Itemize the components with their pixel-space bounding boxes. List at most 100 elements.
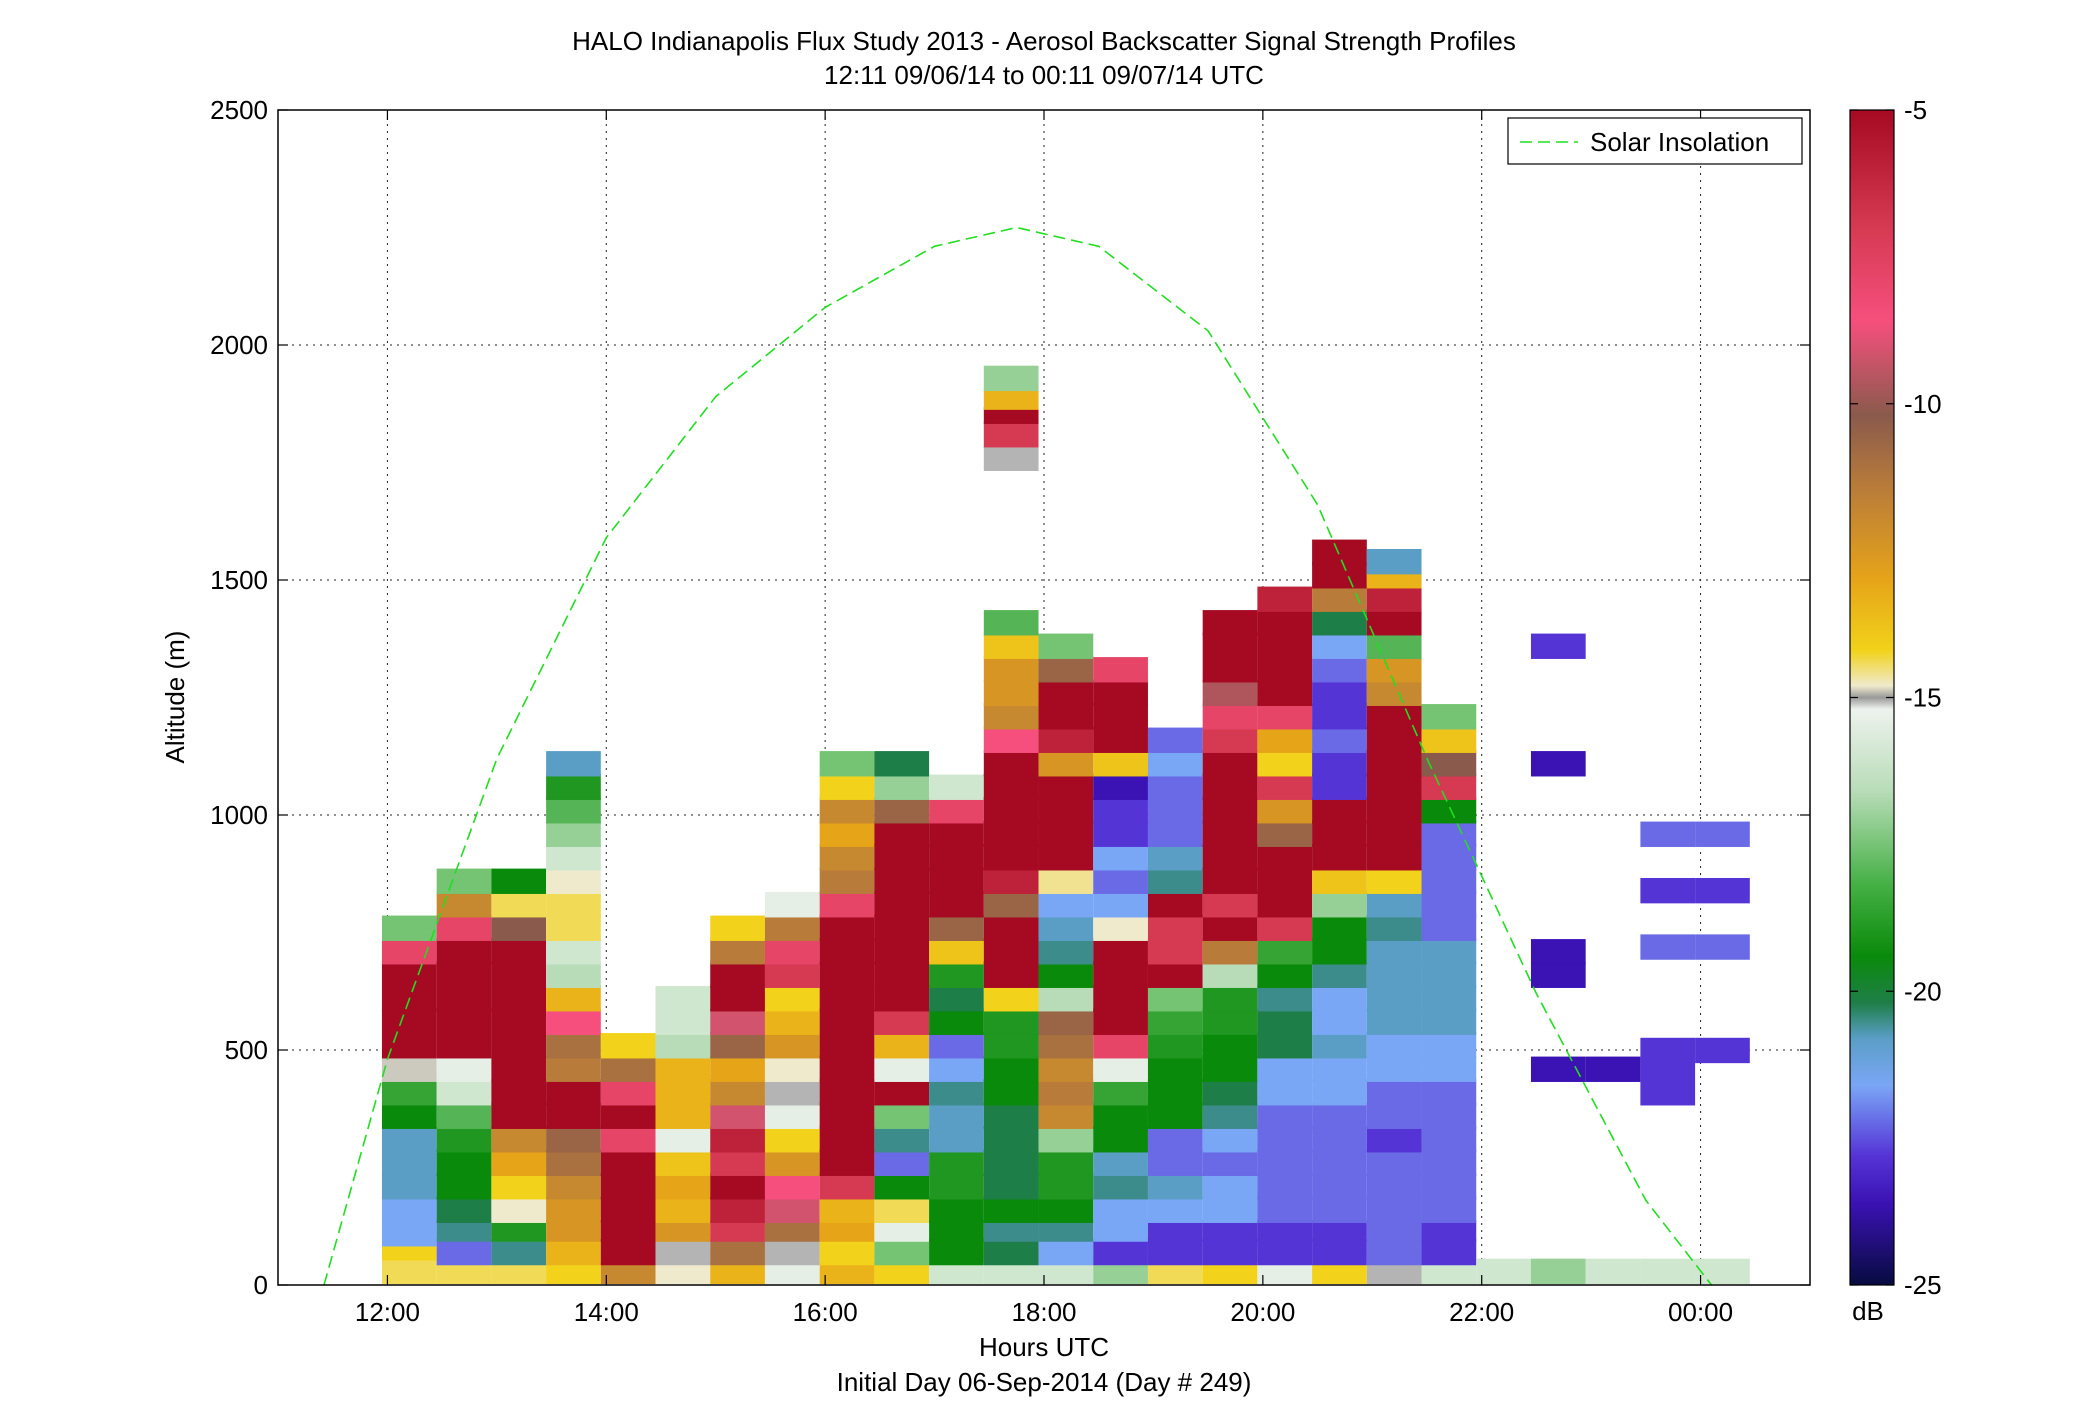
heatmap-cell <box>874 1196 930 1223</box>
heatmap-cell <box>1421 1173 1477 1200</box>
heatmap-cell <box>1366 891 1422 918</box>
heatmap-cell <box>1038 1149 1094 1176</box>
heatmap-cell <box>1147 1196 1203 1223</box>
heatmap-cell <box>1202 1079 1258 1106</box>
heatmap-cell <box>983 388 1039 410</box>
heatmap-cell <box>1366 1055 1422 1082</box>
heatmap-cell <box>983 750 1039 777</box>
heatmap-cell <box>491 1262 547 1285</box>
heatmap-cell <box>1366 1032 1422 1059</box>
heatmap-cell <box>1366 1173 1422 1200</box>
heatmap-cell <box>1147 727 1203 753</box>
heatmap-cell <box>710 1102 765 1129</box>
heatmap-cell <box>1695 934 1750 960</box>
heatmap-cell <box>1202 914 1258 941</box>
heatmap-cell <box>874 1173 930 1200</box>
heatmap-cell <box>1312 844 1367 871</box>
heatmap-cell <box>546 820 601 847</box>
heatmap-cell <box>710 1196 765 1223</box>
heatmap-cell <box>436 1055 492 1082</box>
heatmap-cell <box>1421 914 1477 941</box>
heatmap-cell <box>1530 939 1586 965</box>
heatmap-cell <box>1257 1126 1313 1153</box>
heatmap-cell <box>1312 1149 1367 1176</box>
heatmap-cell <box>491 1196 547 1223</box>
heatmap-cell <box>436 1102 492 1129</box>
heatmap-cell <box>983 867 1039 894</box>
heatmap-cell <box>983 365 1039 392</box>
heatmap-cell <box>1640 1060 1696 1106</box>
heatmap-cell <box>929 867 984 894</box>
heatmap-cell <box>1038 985 1094 1012</box>
heatmap-cell <box>655 1173 711 1200</box>
heatmap-cell <box>1640 1037 1696 1064</box>
heatmap-cell <box>1366 938 1422 965</box>
heatmap-cell <box>1312 820 1367 847</box>
heatmap-cell <box>1312 1220 1367 1242</box>
heatmap-cell <box>983 679 1039 706</box>
heatmap-cell <box>546 1032 601 1059</box>
heatmap-cell <box>1038 773 1094 800</box>
heatmap-cell <box>1093 703 1148 730</box>
heatmap-cell <box>764 1238 820 1266</box>
heatmap-cell <box>764 1220 820 1242</box>
heatmap-cell <box>819 961 875 1012</box>
heatmap-cell <box>1147 797 1203 824</box>
heatmap-cell <box>1695 821 1750 847</box>
heatmap-cell <box>819 1102 875 1129</box>
y-tick-label: 1500 <box>210 565 268 595</box>
heatmap-cell <box>1257 679 1313 706</box>
heatmap-cell <box>1038 1055 1094 1082</box>
heatmap-cell <box>1366 609 1422 636</box>
heatmap-cell <box>381 1055 437 1082</box>
heatmap-cell <box>1257 867 1313 894</box>
heatmap-cell <box>1202 703 1258 730</box>
heatmap-cell <box>929 1149 984 1176</box>
heatmap-cell <box>983 632 1039 659</box>
heatmap-cell <box>1312 1238 1367 1266</box>
heatmap-cell <box>874 867 930 894</box>
heatmap-cell <box>381 961 437 1012</box>
heatmap-cell <box>874 820 930 847</box>
heatmap-cell <box>1038 938 1094 965</box>
heatmap-cell <box>436 1173 492 1200</box>
heatmap-cell <box>1257 820 1313 847</box>
heatmap-cell <box>929 1262 984 1285</box>
heatmap-cell <box>929 1126 984 1153</box>
heatmap-cell <box>436 1149 492 1176</box>
heatmap-cell <box>1257 1220 1313 1242</box>
x-tick-label: 18:00 <box>1011 1297 1076 1327</box>
heatmap-cell <box>655 1102 711 1129</box>
heatmap-cell <box>874 891 930 918</box>
heatmap-cell <box>1202 961 1258 988</box>
heatmap-cell <box>1257 703 1313 730</box>
heatmap-cell <box>1038 633 1094 659</box>
heatmap-cell <box>1257 1196 1313 1223</box>
heatmap-cell <box>1093 750 1148 777</box>
heatmap-cell <box>1147 938 1203 965</box>
heatmap-cell <box>1366 750 1422 777</box>
heatmap-cell <box>1421 1149 1477 1176</box>
heatmap-cell <box>381 938 437 965</box>
heatmap-cell <box>381 1079 437 1106</box>
heatmap-cell <box>874 1262 930 1285</box>
heatmap-cell <box>819 1055 875 1082</box>
heatmap-cell <box>1366 1196 1422 1223</box>
heatmap-cell <box>1366 1238 1422 1266</box>
heatmap-cell <box>1312 961 1367 988</box>
colorbar-tick-label: -20 <box>1904 976 1942 1006</box>
heatmap-cell <box>1366 797 1422 824</box>
heatmap-cell <box>710 961 765 988</box>
x-axis-label-2: Initial Day 06-Sep-2014 (Day # 249) <box>837 1367 1252 1397</box>
heatmap-cell <box>1202 1196 1258 1223</box>
heatmap-cell <box>1366 820 1422 847</box>
heatmap-cell <box>1038 1102 1094 1129</box>
heatmap-cell <box>600 1238 656 1266</box>
heatmap-cell <box>1366 548 1422 575</box>
heatmap-cell <box>1038 656 1094 683</box>
heatmap-cell <box>546 751 601 777</box>
heatmap-cell <box>381 1220 437 1247</box>
heatmap-cell <box>983 610 1039 636</box>
heatmap-cell <box>1312 1173 1367 1200</box>
